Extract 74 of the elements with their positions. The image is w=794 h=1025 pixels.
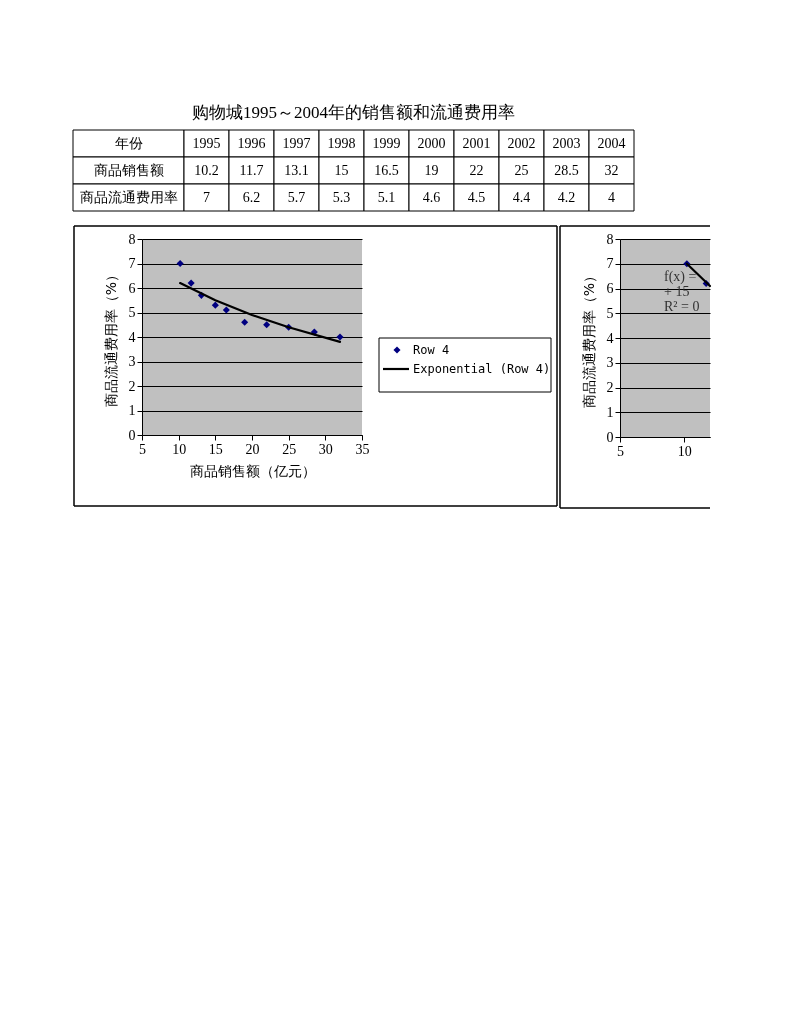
- data-label: 4.6: [422, 189, 441, 205]
- x-tick-label: 35: [355, 441, 370, 457]
- x-tick-label: 25: [282, 441, 297, 457]
- data-label: 15: [334, 162, 349, 178]
- x-tick-label: 30: [318, 441, 333, 457]
- data-label: 5.7: [287, 189, 306, 205]
- y-tick-label: 商品销售额: [93, 162, 164, 178]
- y-tick-label: 商品流通费用率: [79, 189, 178, 205]
- x-tick-label: 2002: [507, 135, 536, 151]
- y-axis-title: 商品流通费用率（%）: [580, 268, 597, 409]
- y-tick-label: 7: [128, 256, 136, 271]
- data-label: 5.1: [377, 189, 396, 205]
- y-tick-label: 3: [606, 355, 614, 371]
- y-tick-label: 0: [606, 429, 614, 445]
- y-tick-label: 7: [606, 256, 614, 272]
- x-tick-label: 2004: [597, 135, 626, 151]
- data-label: 5.3: [332, 189, 351, 205]
- legend-label: Exponential (Row 4): [413, 362, 551, 376]
- y-tick-label: 6: [128, 280, 136, 296]
- x-tick-label: 10: [172, 441, 187, 457]
- point: [263, 321, 271, 329]
- data-label: 28.5: [554, 162, 579, 178]
- y-tick-label: 8: [606, 231, 614, 247]
- data-label: 13.1: [284, 162, 309, 178]
- x-tick-label: 2001: [462, 135, 491, 151]
- data-label: 16.5: [374, 162, 399, 178]
- y-tick-label: 4: [606, 330, 614, 346]
- x-tick-label: 2000: [417, 135, 446, 151]
- y-tick-label: 6: [606, 281, 614, 296]
- data-label: 11.7: [239, 162, 264, 178]
- x-tick-label: 1998: [327, 135, 356, 151]
- annotation: f(x) =: [664, 269, 697, 285]
- x-axis-title: 年份: [114, 135, 143, 151]
- y-tick-label: 2: [606, 380, 614, 395]
- y-tick-label: 5: [128, 305, 136, 320]
- y-tick-label: 3: [128, 354, 136, 369]
- point: [187, 279, 195, 287]
- x-tick-label: 10: [677, 443, 692, 459]
- annotation: R² = 0: [664, 299, 700, 314]
- x-tick-label: 15: [208, 441, 223, 457]
- x-axis-title: 商品销售额（亿元）: [189, 462, 316, 479]
- y-tick-label: 8: [128, 231, 136, 247]
- data-label: 4.4: [512, 189, 531, 205]
- y-tick-label: 5: [606, 305, 614, 321]
- data-label: 4.5: [467, 189, 486, 205]
- y-tick-label: 1: [606, 404, 614, 420]
- point: [241, 318, 249, 326]
- data-label: 22: [469, 162, 484, 178]
- chart-title: 购物城1995～2004年的销售额和流通费用率: [192, 102, 515, 122]
- legend-label: Row 4: [413, 343, 450, 357]
- data-label: 32: [604, 162, 619, 178]
- x-tick-label: 2003: [552, 135, 581, 151]
- x-tick-label: 1999: [372, 135, 401, 151]
- x-tick-label: 1995: [192, 135, 221, 151]
- x-tick-label: 20: [245, 441, 260, 457]
- x-tick-label: 5: [139, 441, 146, 457]
- point: [176, 259, 184, 268]
- point: [222, 306, 230, 314]
- y-tick-label: 0: [128, 427, 136, 443]
- y-tick-label: 4: [128, 329, 136, 345]
- point: [211, 301, 219, 309]
- data-label: 25: [514, 162, 529, 178]
- y-tick-label: 2: [128, 378, 136, 394]
- x-tick-label: 1996: [237, 135, 266, 151]
- y-tick-label: 1: [128, 403, 136, 418]
- x-tick-label: 1997: [282, 135, 311, 151]
- y-axis-title: 商品流通费用率（%）: [102, 267, 119, 408]
- point: [336, 333, 344, 341]
- x-tick-label: 5: [617, 443, 624, 459]
- data-label: 4.2: [557, 189, 576, 205]
- data-label: 6.2: [242, 189, 261, 205]
- data-label: 19: [424, 162, 439, 178]
- data-label: 10.2: [194, 162, 219, 178]
- data-label: 7: [203, 189, 210, 205]
